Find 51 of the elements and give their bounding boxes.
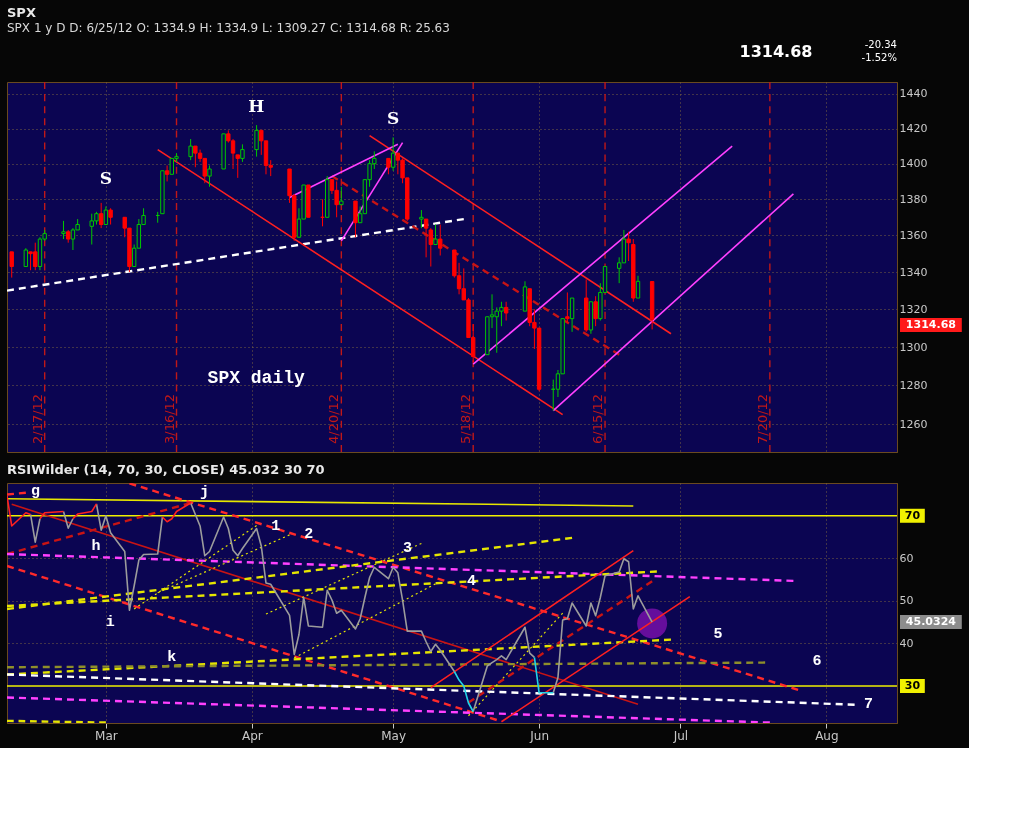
text: 45.0324 [905, 614, 957, 628]
x-tick-label: Apr [241, 728, 263, 743]
annotation: H [248, 96, 265, 117]
y-tick-label: 1440 [899, 87, 928, 101]
ref-line-label: 70 [904, 508, 921, 522]
text: 1314.68 [905, 318, 956, 332]
y-tick-label: 1380 [899, 192, 928, 206]
y-tick-label: 1420 [899, 122, 928, 136]
x-tick-label: Aug [815, 728, 839, 743]
y-tick-label: 50 [899, 594, 914, 608]
x-tick-label: Jul [672, 728, 689, 743]
y-tick-label: 1360 [899, 228, 928, 242]
annotation: k [167, 649, 177, 667]
chart-title: SPX [7, 5, 36, 20]
text: -20.34 [864, 39, 897, 50]
annotation: 5 [713, 626, 723, 644]
y-tick-label: 60 [899, 551, 914, 565]
chart-title: RSIWilder (14, 70, 30, CLOSE) 45.032 30 70 [7, 462, 325, 477]
annotation: h [91, 537, 101, 555]
annotation: S [387, 108, 400, 128]
y-tick-label: 1400 [899, 157, 928, 171]
y-tick-label: 1340 [899, 265, 928, 279]
chart-subtitle: SPX 1 y D D: 6/25/12 O: 1334.9 H: 1334.9 L: 1309.27 C: 1314.68 R: 25.63 [7, 21, 450, 35]
y-tick-label: 1280 [899, 378, 928, 392]
annotation: i [105, 613, 115, 631]
x-tick-label: Jun [529, 728, 549, 743]
annotation: S [99, 167, 112, 188]
annotation: 6 [812, 653, 822, 671]
annotation: SPX daily [207, 368, 305, 388]
y-tick-label: 1300 [899, 340, 928, 354]
annotation: j [200, 483, 210, 501]
ref-line-label: 5/18/12 [458, 393, 474, 444]
y-tick-label: 1320 [899, 302, 928, 316]
ref-line-label: 4/20/12 [326, 393, 342, 444]
annotation: 3 [402, 540, 413, 558]
ref-line-label: 6/15/12 [590, 393, 606, 444]
text: -1.52% [861, 52, 897, 64]
y-tick-label: 40 [899, 636, 914, 650]
annotation: 7 [864, 696, 874, 714]
y-tick-label: 1260 [899, 417, 928, 431]
ref-line-label: 7/20/12 [754, 393, 770, 444]
x-tick-label: May [381, 728, 407, 743]
ref-line-label: 30 [904, 678, 921, 692]
annotation: 1 [271, 518, 281, 535]
annotation: 4 [467, 573, 477, 591]
text: 1314.68 [739, 41, 813, 61]
annotation: g [30, 483, 40, 501]
x-tick-label: Mar [95, 728, 118, 743]
annotation: 2 [304, 525, 314, 543]
ref-line-label: 2/17/12 [29, 393, 45, 444]
ref-line-label: 3/16/12 [161, 393, 177, 444]
